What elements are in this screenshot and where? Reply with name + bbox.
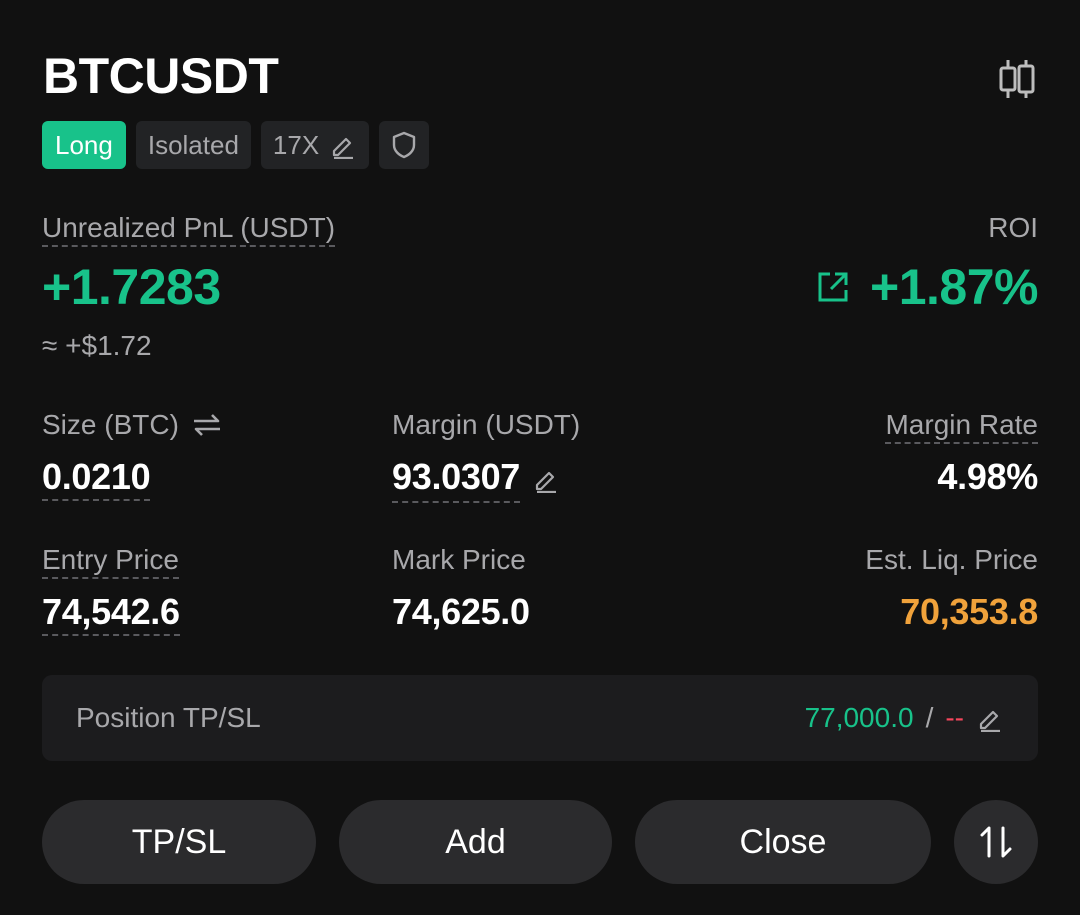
margin-rate-label[interactable]: Margin Rate [885, 408, 1038, 444]
unrealized-pnl-label[interactable]: Unrealized PnL (USDT) [42, 211, 336, 247]
reverse-position-button[interactable] [954, 800, 1038, 884]
unrealized-pnl-value: +1.7283 [42, 259, 221, 315]
close-button[interactable]: Close [635, 800, 931, 884]
liq-price-label: Est. Liq. Price [865, 544, 1038, 575]
leverage-value: 17X [272, 129, 320, 160]
add-button[interactable]: Add [339, 800, 612, 884]
size-label: Size (BTC) [42, 408, 223, 442]
candlestick-chart-icon[interactable] [998, 58, 1036, 100]
liq-price-value: 70,353.8 [900, 591, 1038, 632]
entry-price-value-text: 74,542.6 [42, 591, 180, 636]
position-tags: Long Isolated 17X [42, 121, 430, 169]
roi-group: +1.87% [816, 256, 1038, 318]
shield-icon [392, 131, 416, 159]
roi-value: +1.87% [870, 259, 1038, 315]
stop-loss-value: -- [945, 702, 964, 733]
tpsl-button[interactable]: TP/SL [42, 800, 316, 884]
edit-margin-icon[interactable] [532, 465, 560, 493]
roi-label: ROI [988, 212, 1038, 243]
unrealized-pnl-label-text: Unrealized PnL (USDT) [42, 212, 336, 247]
edit-pencil-icon [333, 137, 354, 159]
tpsl-label: Position TP/SL [76, 702, 261, 733]
leverage-badge[interactable]: 17X [260, 121, 370, 169]
share-icon[interactable] [816, 270, 850, 304]
side-badge: Long [42, 121, 126, 169]
position-tpsl-row[interactable]: Position TP/SL 77,000.0 / -- [42, 675, 1038, 761]
margin-value-group: 93.0307 [392, 455, 560, 503]
tpsl-values: 77,000.0 / -- [805, 702, 1004, 734]
edit-tpsl-icon[interactable] [976, 704, 1004, 732]
swap-arrows-icon[interactable] [191, 411, 223, 439]
entry-price-label-text: Entry Price [42, 544, 179, 579]
size-value: 0.0210 [42, 455, 151, 501]
sort-arrows-icon [980, 826, 1012, 858]
margin-rate-value: 4.98% [937, 456, 1038, 497]
size-label-text: Size (BTC) [42, 409, 179, 440]
shield-button[interactable] [379, 121, 430, 169]
margin-rate-label-text: Margin Rate [885, 409, 1038, 444]
take-profit-value: 77,000.0 [804, 702, 914, 733]
margin-mode-badge[interactable]: Isolated [135, 121, 251, 169]
mark-price-value: 74,625.0 [392, 591, 530, 632]
entry-price-label[interactable]: Entry Price [42, 543, 179, 579]
mark-price-label: Mark Price [392, 544, 526, 575]
tpsl-separator: / [925, 702, 934, 733]
entry-price-value: 74,542.6 [42, 590, 180, 636]
margin-label: Margin (USDT) [392, 409, 581, 440]
symbol-title: BTCUSDT [43, 48, 279, 104]
margin-value: 93.0307 [392, 455, 520, 503]
pnl-usd-approx: ≈ +$1.72 [42, 330, 152, 361]
size-value-text: 0.0210 [42, 456, 151, 501]
